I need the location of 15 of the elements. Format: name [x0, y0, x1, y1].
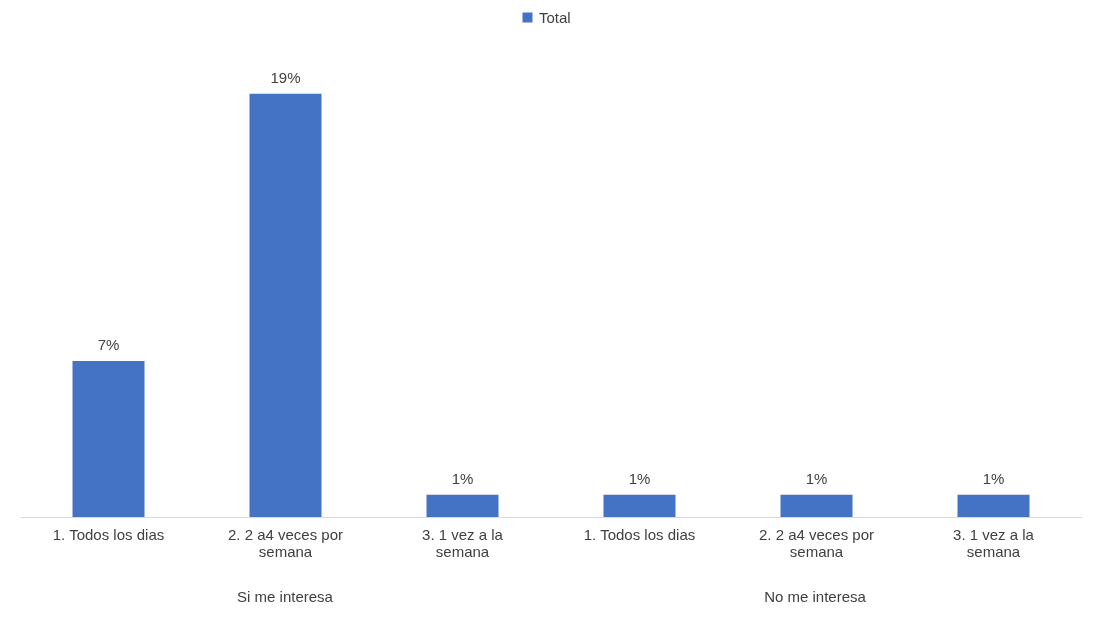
x-tick-label: 3. 1 vez a la semana: [422, 525, 504, 560]
data-label: 1%: [451, 469, 474, 487]
x-tick-label: 1. Todos los dias: [583, 525, 696, 543]
x-tick-label: 2. 2 a4 veces por semana: [227, 525, 344, 560]
legend-label: Total: [539, 8, 571, 26]
data-label: 1%: [805, 469, 828, 487]
x-tick-label: 2. 2 a4 veces por semana: [758, 525, 875, 560]
data-label: 19%: [270, 68, 301, 86]
text: No me interesa: [764, 588, 867, 605]
text: Si me interesa: [237, 588, 334, 605]
x-tick-label: 1. Todos los dias: [52, 525, 165, 543]
x-tick-label: 3. 1 vez a la semana: [953, 525, 1035, 560]
data-label: 1%: [628, 469, 651, 487]
data-label: 1%: [982, 469, 1005, 487]
data-label: 7%: [97, 336, 120, 354]
